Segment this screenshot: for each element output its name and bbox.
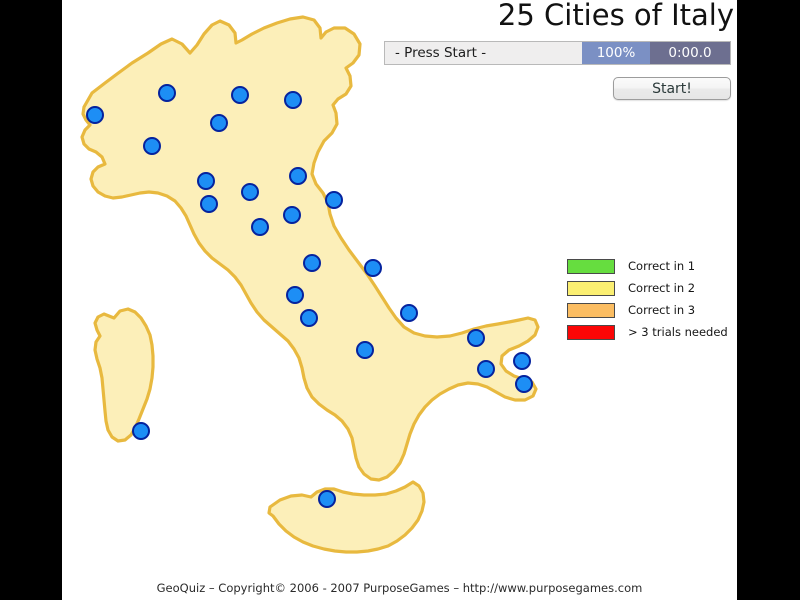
- city-marker[interactable]: [364, 259, 382, 277]
- city-marker[interactable]: [325, 191, 343, 209]
- city-marker[interactable]: [303, 254, 321, 272]
- city-marker[interactable]: [515, 375, 533, 393]
- city-marker[interactable]: [200, 195, 218, 213]
- city-marker[interactable]: [318, 490, 336, 508]
- city-marker[interactable]: [477, 360, 495, 378]
- city-marker[interactable]: [467, 329, 485, 347]
- city-marker[interactable]: [289, 167, 307, 185]
- city-marker[interactable]: [143, 137, 161, 155]
- legend: Correct in 1 Correct in 2 Correct in 3 > 3 …: [567, 255, 732, 343]
- footer-credit: GeoQuiz – Copyright© 2006 - 2007 Purpose…: [156, 581, 643, 595]
- legend-label: Correct in 3: [628, 303, 696, 317]
- start-button[interactable]: Start!: [613, 77, 731, 100]
- city-marker[interactable]: [513, 352, 531, 370]
- city-marker[interactable]: [231, 86, 249, 104]
- legend-label: Correct in 1: [628, 259, 696, 273]
- legend-color-swatch: [567, 280, 615, 296]
- map-landmass: [80, 15, 540, 554]
- sardinia-shape[interactable]: [93, 307, 155, 443]
- status-timer: 0:00.0: [650, 42, 730, 64]
- city-marker[interactable]: [197, 172, 215, 190]
- status-bar: - Press Start - 100% 0:00.0: [384, 41, 731, 65]
- legend-row: Correct in 3: [567, 299, 732, 321]
- legend-row: Correct in 1: [567, 255, 732, 277]
- legend-label: > 3 trials needed: [628, 325, 728, 339]
- city-marker[interactable]: [300, 309, 318, 327]
- game-canvas: 25 Cities of Italy - Press Start - 100% …: [62, 0, 737, 600]
- city-marker[interactable]: [86, 106, 104, 124]
- status-message: - Press Start -: [385, 42, 582, 64]
- city-marker[interactable]: [286, 286, 304, 304]
- city-marker[interactable]: [158, 84, 176, 102]
- legend-color-swatch: [567, 258, 615, 274]
- city-marker[interactable]: [251, 218, 269, 236]
- legend-color-swatch: [567, 324, 615, 340]
- city-marker[interactable]: [132, 422, 150, 440]
- letterbox-bar-right: [737, 0, 800, 600]
- letterbox-bar-left: [0, 0, 62, 600]
- status-percent: 100%: [582, 42, 650, 64]
- city-marker[interactable]: [284, 91, 302, 109]
- italy-map[interactable]: [62, 0, 737, 600]
- sicily-shape[interactable]: [267, 480, 426, 554]
- city-marker[interactable]: [241, 183, 259, 201]
- legend-row: > 3 trials needed: [567, 321, 732, 343]
- city-marker[interactable]: [283, 206, 301, 224]
- legend-label: Correct in 2: [628, 281, 696, 295]
- legend-row: Correct in 2: [567, 277, 732, 299]
- city-marker[interactable]: [210, 114, 228, 132]
- page-title: 25 Cities of Italy: [497, 0, 734, 32]
- legend-color-swatch: [567, 302, 615, 318]
- city-marker[interactable]: [400, 304, 418, 322]
- mainland-italy-shape[interactable]: [80, 15, 540, 482]
- city-marker[interactable]: [356, 341, 374, 359]
